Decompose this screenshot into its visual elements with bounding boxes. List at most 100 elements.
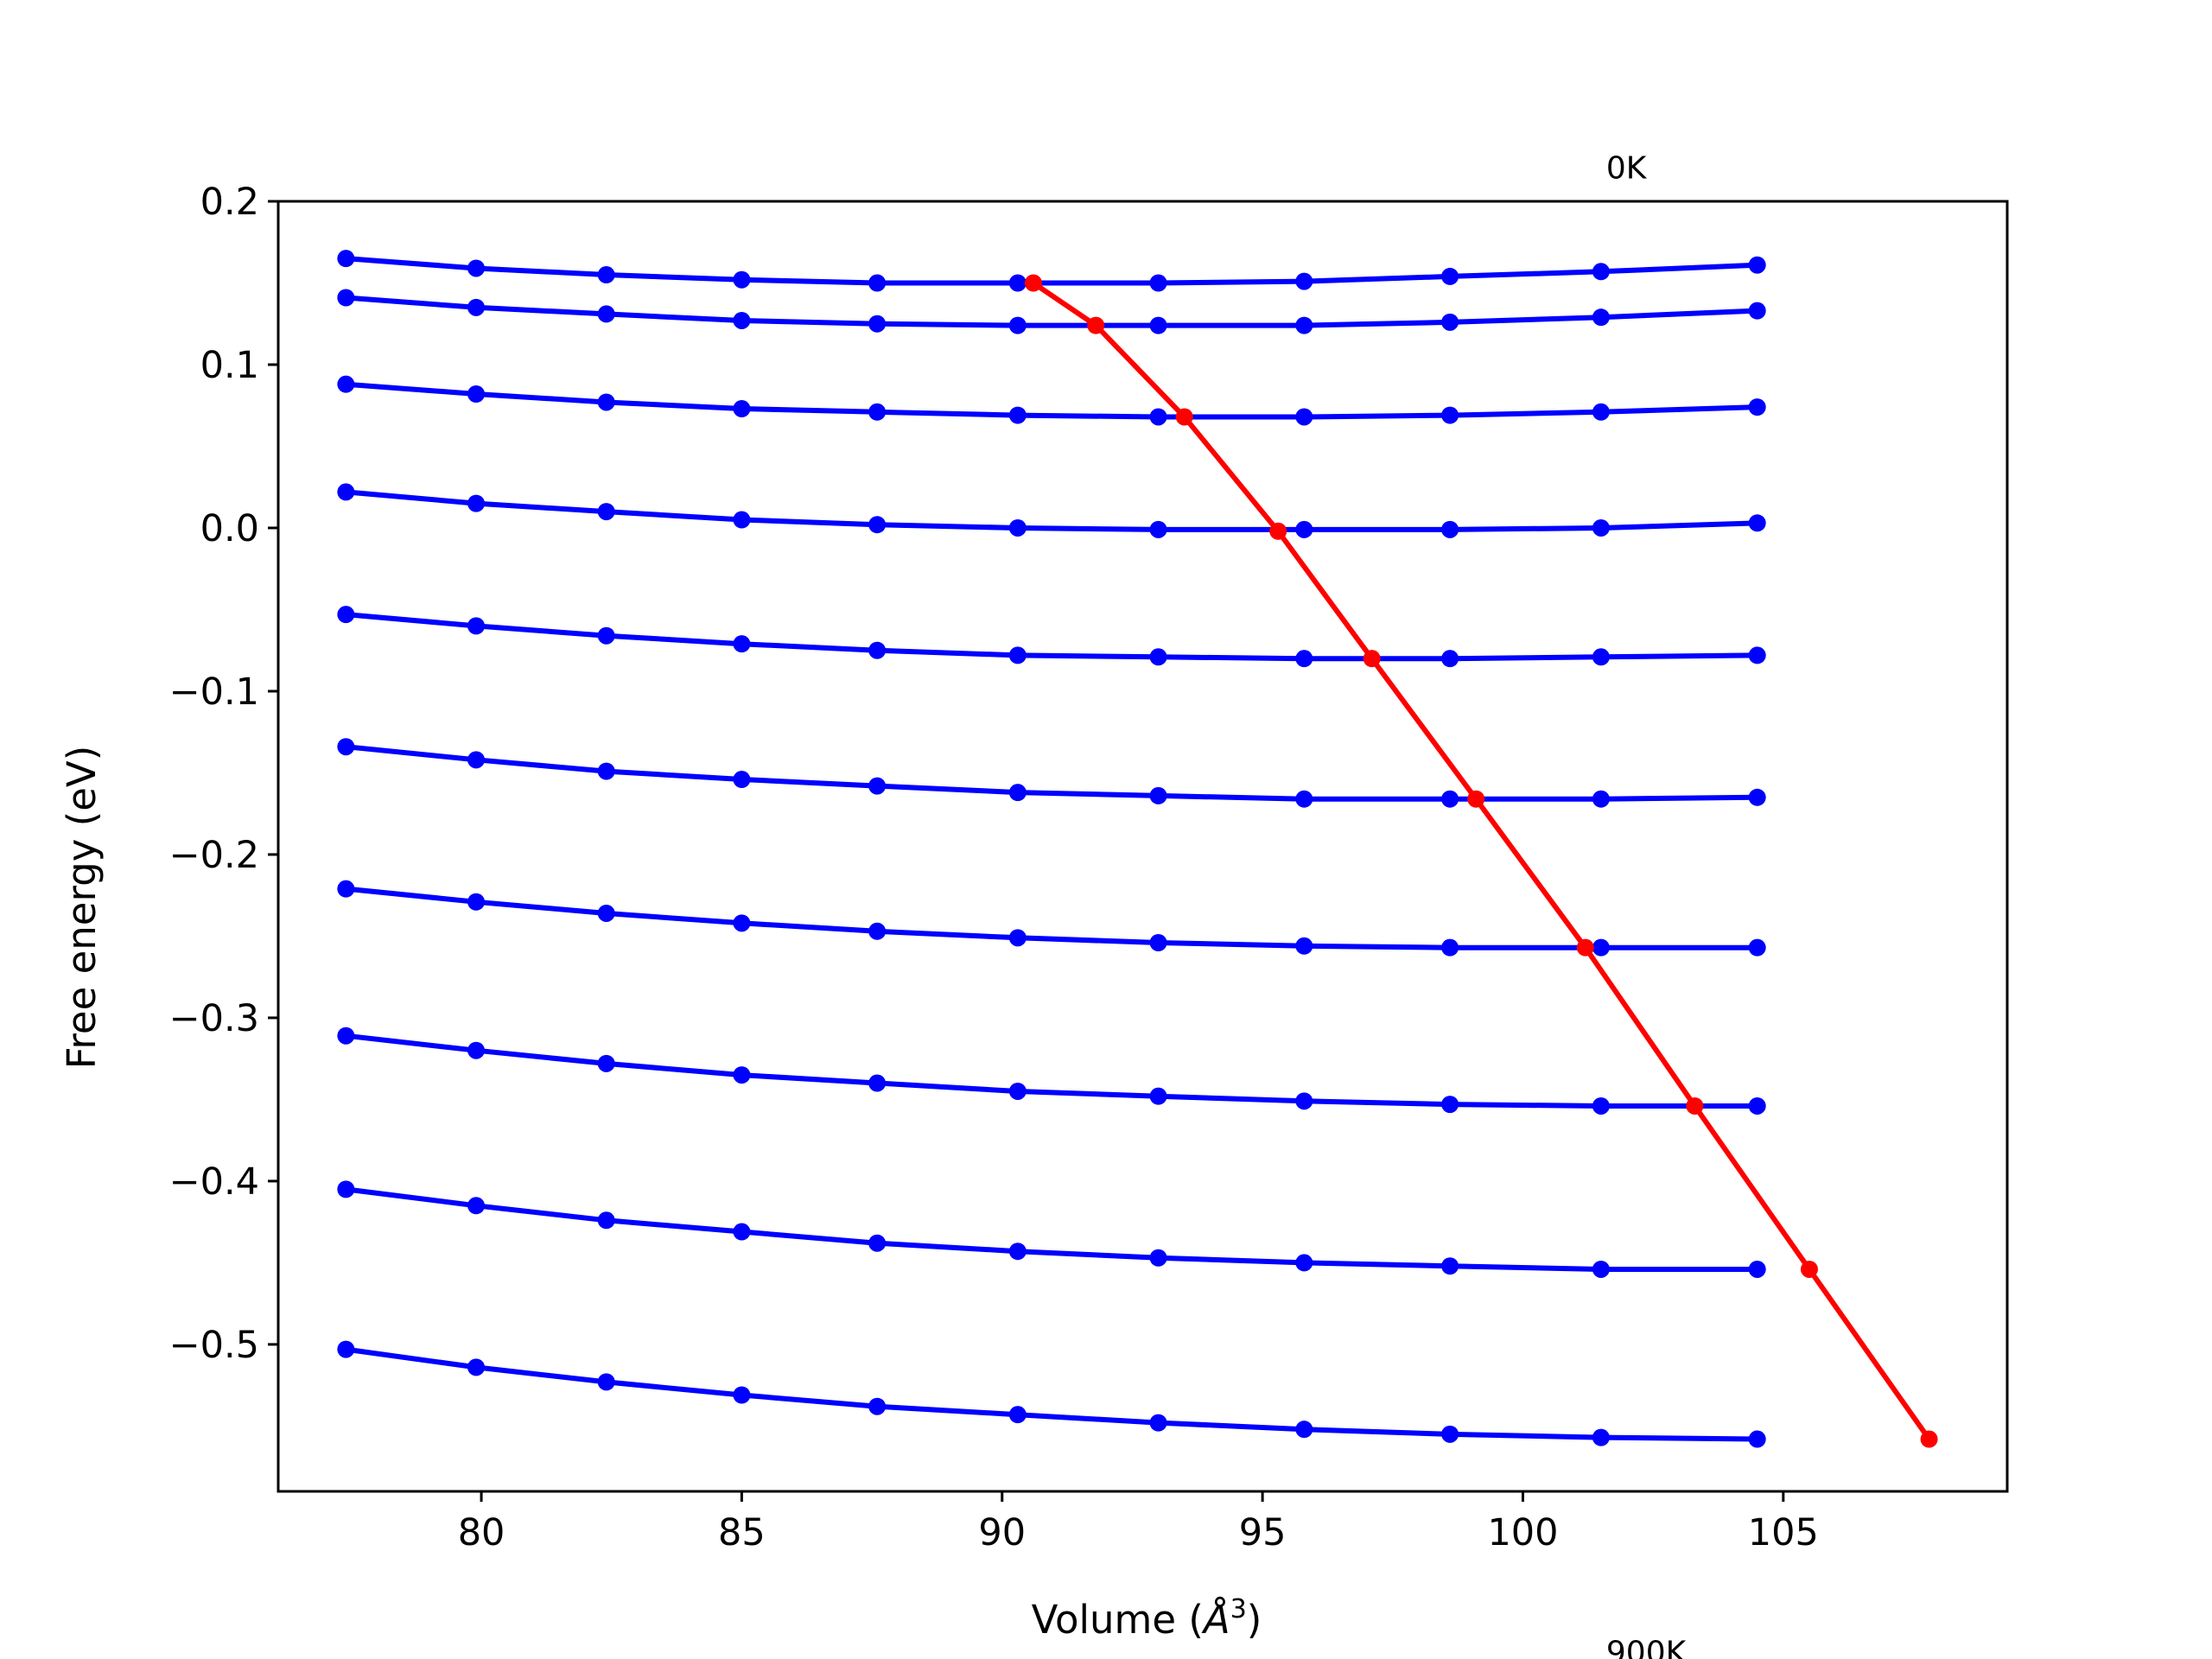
x-axis-label: Volume (Å3) xyxy=(1032,1594,1262,1643)
series-point-4-1 xyxy=(467,617,486,635)
series-point-7-8 xyxy=(1441,1096,1459,1114)
series-point-3-7 xyxy=(1295,520,1313,538)
series-point-6-4 xyxy=(868,922,887,940)
minimum-curve-point-0-3 xyxy=(1269,522,1287,540)
series-point-1-9 xyxy=(1592,308,1610,327)
y-tick-label-6: −0.4 xyxy=(169,1160,259,1204)
y-tick-label-0: 0.2 xyxy=(200,181,259,224)
series-point-9-8 xyxy=(1441,1425,1459,1443)
series-point-0-3 xyxy=(733,270,751,289)
series-point-6-2 xyxy=(597,904,615,922)
series-point-8-5 xyxy=(1008,1243,1027,1261)
series-point-7-3 xyxy=(733,1066,751,1084)
series-point-3-1 xyxy=(467,494,486,512)
series-point-8-7 xyxy=(1295,1254,1313,1272)
x-tick-label-3: 95 xyxy=(1239,1511,1287,1554)
y-tick-label-3: −0.1 xyxy=(169,671,259,714)
series-point-8-2 xyxy=(597,1211,615,1230)
series-point-7-0 xyxy=(337,1027,355,1045)
series-point-9-9 xyxy=(1592,1428,1610,1446)
series-point-8-9 xyxy=(1592,1260,1610,1278)
series-point-3-8 xyxy=(1441,520,1459,538)
series-point-7-7 xyxy=(1295,1092,1313,1110)
series-point-9-0 xyxy=(337,1340,355,1358)
series-point-0-10 xyxy=(1748,256,1766,274)
series-point-6-5 xyxy=(1008,929,1027,947)
y-axis: 0.2 0.1 0.0 −0.1 −0.2 −0.3 −0.4 −0.5 xyxy=(169,181,278,1367)
series-point-5-10 xyxy=(1748,788,1766,806)
series-point-1-7 xyxy=(1295,316,1313,334)
series-point-4-4 xyxy=(868,641,887,659)
x-tick-label-0: 80 xyxy=(458,1511,505,1554)
series-point-7-9 xyxy=(1592,1096,1610,1115)
series-point-0-1 xyxy=(467,259,486,277)
series-point-3-3 xyxy=(733,511,751,529)
series-point-9-3 xyxy=(733,1386,751,1404)
series-point-5-3 xyxy=(733,771,751,789)
series-point-0-0 xyxy=(337,250,355,268)
plot-area-frame xyxy=(276,200,2009,1493)
series-point-6-3 xyxy=(733,914,751,932)
series-point-7-4 xyxy=(868,1074,887,1092)
series-point-0-5 xyxy=(1008,274,1027,292)
series-point-2-0 xyxy=(337,375,355,393)
series-point-4-7 xyxy=(1295,650,1313,668)
series-point-8-8 xyxy=(1441,1257,1459,1275)
minimum-curve-point-0-0 xyxy=(1024,274,1042,292)
series-point-9-10 xyxy=(1748,1430,1766,1448)
series-point-6-0 xyxy=(337,880,355,898)
minimum-curve-point-0-1 xyxy=(1087,316,1105,334)
minimum-curve-point-0-4 xyxy=(1363,650,1381,668)
series-point-6-6 xyxy=(1149,934,1167,952)
series-point-1-0 xyxy=(337,289,355,307)
series-point-3-5 xyxy=(1008,518,1027,537)
y-tick-label-7: −0.5 xyxy=(169,1324,259,1367)
series-point-4-5 xyxy=(1008,646,1027,664)
minimum-curve-point-0-5 xyxy=(1467,790,1485,808)
series-point-0-9 xyxy=(1592,263,1610,281)
series-point-5-2 xyxy=(597,762,615,780)
series-point-0-7 xyxy=(1295,272,1313,290)
series-point-5-6 xyxy=(1149,786,1167,804)
series-point-6-10 xyxy=(1748,938,1766,957)
minimum-curve-point-0-9 xyxy=(1920,1430,1938,1448)
series-point-3-9 xyxy=(1592,518,1610,537)
series-point-2-1 xyxy=(467,385,486,404)
series-point-1-1 xyxy=(467,298,486,316)
series-point-8-1 xyxy=(467,1197,486,1215)
minimum-curve-point-0-6 xyxy=(1576,938,1594,957)
series-point-2-3 xyxy=(733,400,751,418)
series-point-8-0 xyxy=(337,1180,355,1198)
series-point-3-4 xyxy=(868,516,887,534)
y-axis-label: Free energy (eV) xyxy=(59,746,105,1069)
series-point-5-9 xyxy=(1592,790,1610,808)
series-point-1-8 xyxy=(1441,313,1459,331)
minimum-curve-point-0-7 xyxy=(1686,1096,1704,1115)
series-point-0-2 xyxy=(597,266,615,284)
series-point-2-5 xyxy=(1008,406,1027,424)
x-tick-label-1: 85 xyxy=(718,1511,766,1554)
series-point-5-1 xyxy=(467,751,486,769)
series-point-5-8 xyxy=(1441,790,1459,808)
series-point-4-0 xyxy=(337,606,355,624)
series-point-3-10 xyxy=(1748,514,1766,532)
series-point-1-4 xyxy=(868,315,887,333)
series-point-1-10 xyxy=(1748,302,1766,320)
series-point-1-6 xyxy=(1149,316,1167,334)
series-point-2-4 xyxy=(868,403,887,421)
series-point-7-6 xyxy=(1149,1087,1167,1105)
series-point-4-10 xyxy=(1748,646,1766,664)
y-tick-label-4: −0.2 xyxy=(169,834,259,877)
minimum-curve-line-0 xyxy=(1030,280,1932,1442)
series-point-9-2 xyxy=(597,1373,615,1391)
series-point-9-6 xyxy=(1149,1414,1167,1432)
series-point-8-10 xyxy=(1748,1260,1766,1278)
series-point-2-7 xyxy=(1295,408,1313,426)
series-point-2-2 xyxy=(597,393,615,411)
series-point-2-6 xyxy=(1149,408,1167,426)
series-point-2-10 xyxy=(1748,398,1766,416)
series-point-0-6 xyxy=(1149,274,1167,292)
annotation-label-0: 0K xyxy=(1606,151,1648,187)
x-tick-label-5: 105 xyxy=(1748,1511,1819,1554)
